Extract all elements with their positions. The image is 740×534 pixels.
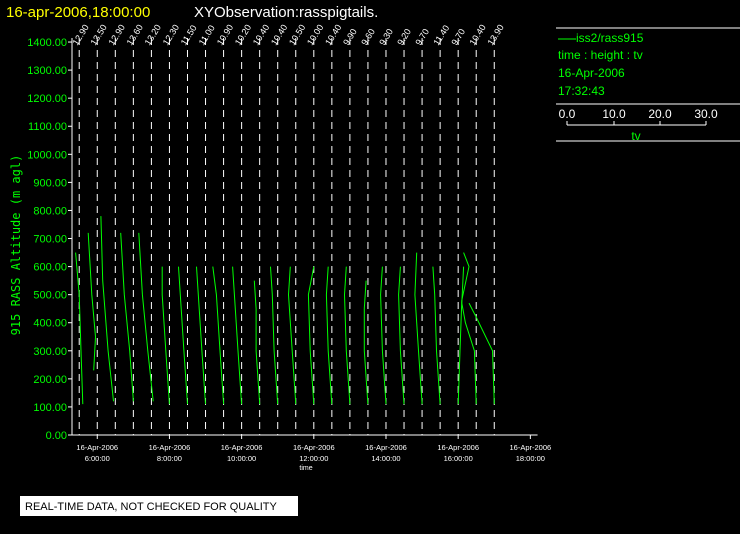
profile-value-label: 12.90 bbox=[107, 23, 127, 47]
x-tick-time: 16:00:00 bbox=[444, 454, 473, 463]
profile-value-label: 10.90 bbox=[215, 23, 235, 47]
disclaimer-box bbox=[20, 496, 298, 516]
y-tick-label: 800.00 bbox=[33, 205, 67, 217]
header-title: XYObservation:rasspigtails. bbox=[194, 4, 378, 21]
profile-line bbox=[380, 266, 387, 405]
profile-value-label: 9.90 bbox=[341, 27, 359, 47]
y-tick-label: 100.00 bbox=[33, 402, 67, 414]
profile-line bbox=[161, 266, 170, 405]
x-tick-time: 6:00:00 bbox=[85, 454, 110, 463]
profile-line bbox=[100, 216, 114, 402]
y-tick-label: 200.00 bbox=[33, 374, 67, 386]
profile-line bbox=[414, 252, 423, 405]
profile-reference-lines bbox=[78, 38, 495, 435]
profile-line bbox=[468, 302, 495, 405]
profile-line bbox=[307, 266, 315, 405]
x-axis-label: time bbox=[299, 465, 312, 472]
profile-value-label: 10.40 bbox=[251, 23, 271, 47]
profile-value-label: 11.40 bbox=[431, 23, 451, 47]
profile-line bbox=[75, 252, 84, 405]
profile-value-label: 9.30 bbox=[377, 27, 395, 47]
profile-line bbox=[398, 266, 405, 405]
profile-line bbox=[461, 266, 477, 405]
x-tick-date: 16-Apr-2006 bbox=[437, 443, 479, 452]
rass-series bbox=[75, 216, 495, 405]
x-tick-labels: 16-Apr-2006 6:00:00 16-Apr-2006 8:00:00 16-A… bbox=[76, 435, 551, 463]
x-tick-time: 18:00:00 bbox=[516, 454, 545, 463]
profile-value-label: 11.50 bbox=[179, 23, 199, 47]
disclaimer-text: REAL-TIME DATA, NOT CHECKED FOR QUALITY bbox=[25, 501, 277, 513]
y-tick-label: 1000.00 bbox=[27, 149, 67, 161]
profile-value-labels: 12.9013.5012.9013.6013.2012.3011.5011.00… bbox=[70, 23, 505, 47]
x-tick-date: 16-Apr-2006 bbox=[221, 443, 263, 452]
profile-value-label: 10.40 bbox=[467, 23, 487, 47]
y-tick-label: 1400.00 bbox=[27, 37, 67, 49]
profile-line bbox=[363, 280, 369, 405]
profile-value-label: 9.70 bbox=[449, 27, 467, 47]
y-tick-label: 600.00 bbox=[33, 262, 67, 274]
profile-value-label: 10.00 bbox=[305, 23, 325, 47]
legend-scale-tick-2: 20.0 bbox=[648, 107, 672, 121]
profile-line bbox=[178, 266, 188, 405]
x-tick-date: 16-Apr-2006 bbox=[293, 443, 335, 452]
legend-scale-label: tv bbox=[631, 129, 640, 143]
x-tick-date: 16-Apr-2006 bbox=[149, 443, 191, 452]
profile-line bbox=[287, 266, 297, 405]
profile-value-label: 13.60 bbox=[125, 23, 145, 47]
profile-line bbox=[343, 266, 351, 405]
legend-variables: time : height : tv bbox=[558, 48, 643, 62]
profile-value-label: 13.20 bbox=[143, 23, 163, 47]
y-tick-label: 400.00 bbox=[33, 318, 67, 330]
x-tick-date: 16-Apr-2006 bbox=[76, 443, 118, 452]
profile-value-label: 11.00 bbox=[197, 23, 217, 47]
profile-value-label: 10.40 bbox=[323, 23, 343, 47]
profile-line bbox=[270, 266, 279, 405]
x-tick-time: 12:00:00 bbox=[299, 454, 328, 463]
profile-value-label: 12.30 bbox=[161, 23, 181, 47]
profile-value-label: 13.50 bbox=[88, 23, 108, 47]
profile-value-label: 13.90 bbox=[485, 23, 505, 47]
profile-line bbox=[325, 266, 333, 405]
y-tick-label: 1300.00 bbox=[27, 65, 67, 77]
x-tick-date: 16-Apr-2006 bbox=[365, 443, 407, 452]
profile-line bbox=[232, 266, 243, 405]
profile-line bbox=[120, 232, 134, 402]
x-tick-date: 16-Apr-2006 bbox=[509, 443, 551, 452]
legend-date: 16-Apr-2006 bbox=[558, 66, 625, 80]
y-tick-label: 500.00 bbox=[33, 290, 67, 302]
legend-time: 17:32:43 bbox=[558, 84, 605, 98]
legend-scale-tick-1: 10.0 bbox=[602, 107, 626, 121]
profile-line bbox=[212, 266, 225, 405]
profile-line bbox=[196, 266, 206, 405]
y-axis-label: 915 RASS Altitude (m agl) bbox=[9, 155, 23, 336]
profile-value-label: 9.60 bbox=[359, 27, 377, 47]
profile-value-label: 10.20 bbox=[233, 23, 253, 47]
y-tick-label: 300.00 bbox=[33, 346, 67, 358]
profile-line bbox=[253, 280, 261, 405]
legend-series-name: iss2/rass915 bbox=[576, 31, 644, 45]
profile-value-label: 10.50 bbox=[287, 23, 307, 47]
y-tick-label: 0.00 bbox=[46, 430, 67, 442]
profile-line bbox=[138, 232, 154, 402]
profile-value-label: 12.90 bbox=[70, 23, 90, 47]
plot-axes bbox=[71, 38, 538, 436]
y-tick-label: 1100.00 bbox=[28, 121, 67, 133]
legend-panel: iss2/rass915 time : height : tv 16-Apr-2… bbox=[556, 27, 740, 143]
y-tick-label: 700.00 bbox=[33, 234, 67, 246]
legend-scale-tick-0: 0.0 bbox=[559, 107, 576, 121]
x-tick-time: 10:00:00 bbox=[227, 454, 256, 463]
legend-scale-tick-3: 30.0 bbox=[694, 107, 718, 121]
profile-line bbox=[87, 232, 97, 371]
header-datetime: 16-apr-2006,18:00:00 bbox=[6, 4, 150, 21]
x-tick-time: 14:00:00 bbox=[371, 454, 400, 463]
profile-value-label: 9.70 bbox=[413, 27, 431, 47]
y-tick-label: 900.00 bbox=[33, 177, 67, 189]
profile-value-label: 10.40 bbox=[269, 23, 289, 47]
y-tick-labels: 0.00 100.00 200.00 300.00 400.00 500.00 600.00… bbox=[27, 37, 72, 442]
x-tick-time: 8:00:00 bbox=[157, 454, 182, 463]
profile-value-label: 9.20 bbox=[395, 27, 413, 47]
profile-line bbox=[432, 266, 441, 405]
y-tick-label: 1200.00 bbox=[27, 93, 67, 105]
